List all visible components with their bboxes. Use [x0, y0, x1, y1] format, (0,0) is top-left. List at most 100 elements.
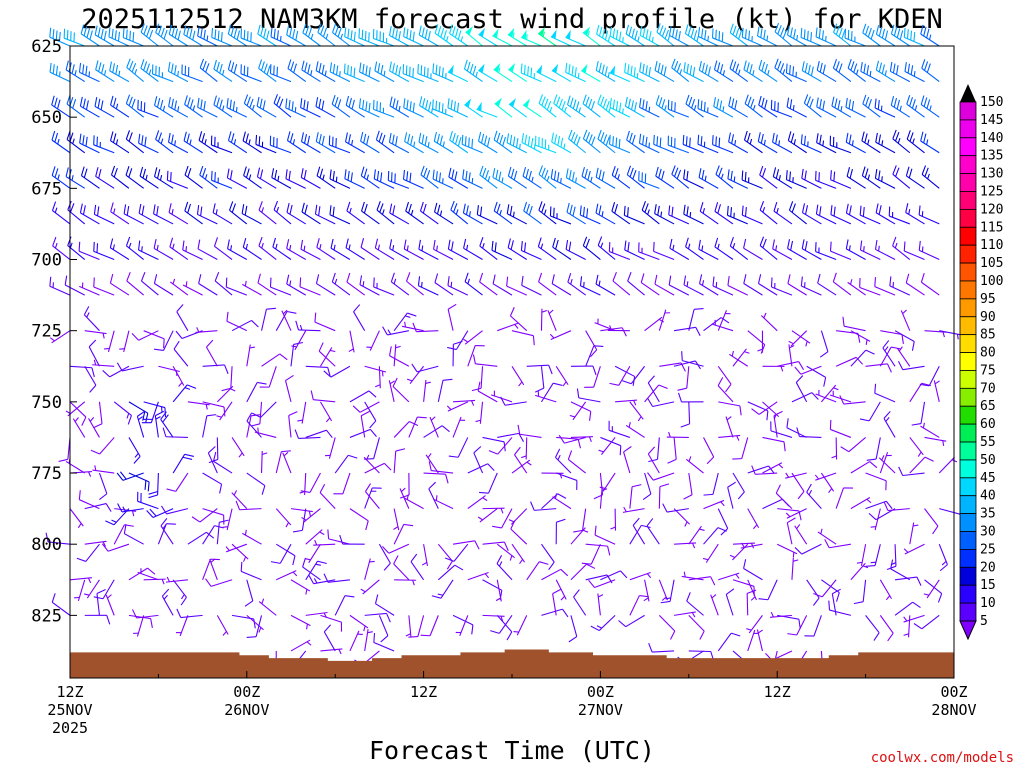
wind-barb: [850, 562, 869, 581]
wind-barb: [360, 410, 370, 438]
wind-barb: [534, 366, 545, 393]
wind-barb: [685, 94, 704, 118]
wind-barb: [541, 568, 569, 581]
wind-barb: [681, 351, 704, 367]
wind-barb: [231, 543, 249, 562]
wind-barb: [102, 365, 130, 378]
wind-barb: [313, 539, 336, 546]
wind-barb: [199, 58, 218, 83]
wind-barb: [305, 429, 333, 439]
wind-barb: [258, 201, 277, 225]
wind-barb: [375, 130, 395, 154]
wind-barb: [187, 531, 215, 545]
wind-barb: [300, 132, 321, 154]
colorbar-label: 70: [980, 381, 996, 396]
wind-barb: [671, 165, 690, 189]
wind-barb: [116, 362, 144, 372]
wind-barb: [772, 132, 793, 154]
wind-barb: [787, 615, 808, 636]
wind-barb: [511, 459, 532, 474]
wind-barb: [490, 615, 513, 634]
wind-barb: [582, 26, 601, 47]
wind-barb: [447, 276, 469, 296]
wind-barb: [909, 456, 934, 474]
wind-barb: [596, 24, 616, 47]
wind-barb: [51, 95, 71, 118]
wind-barb: [434, 202, 454, 225]
wind-barb: [302, 23, 321, 47]
wind-barb: [450, 200, 469, 225]
x-tick-label: 28NOV: [931, 701, 976, 719]
wind-barb: [904, 62, 925, 83]
wind-barb: [646, 518, 660, 545]
wind-barb: [198, 131, 218, 154]
wind-barb: [449, 130, 469, 154]
wind-barb: [892, 129, 911, 154]
wind-barb: [506, 276, 527, 296]
wind-barb: [894, 576, 922, 586]
wind-barb: [364, 487, 382, 509]
wind-barb: [346, 201, 365, 225]
colorbar-label: 30: [980, 525, 996, 540]
wind-barb: [609, 98, 631, 118]
wind-barb: [433, 131, 454, 154]
wind-barb: [632, 517, 646, 545]
wind-barb: [84, 614, 111, 625]
wind-barb: [688, 525, 705, 545]
colorbar-swatch: [959, 334, 977, 353]
wind-barb: [688, 614, 705, 640]
wind-barb: [165, 576, 188, 583]
wind-barb: [566, 202, 586, 225]
wind-barb: [551, 274, 572, 296]
wind-barb: [345, 95, 365, 118]
wind-barb: [212, 451, 233, 474]
wind-barb: [316, 166, 336, 189]
wind-barb: [526, 364, 553, 375]
wind-barb: [741, 205, 763, 225]
wind-barb: [161, 588, 174, 616]
wind-barb: [78, 62, 100, 83]
wind-barb: [511, 543, 526, 565]
wind-barb: [839, 395, 866, 405]
wind-barb: [903, 27, 925, 47]
wind-barb: [558, 434, 586, 444]
wind-barb: [597, 236, 616, 260]
wind-barb: [343, 63, 365, 83]
wind-barb: [275, 508, 292, 528]
wind-barb: [339, 534, 365, 545]
x-tick-label: 27NOV: [578, 701, 623, 719]
wind-barb: [372, 28, 395, 47]
wind-barb: [300, 239, 321, 261]
wind-barb: [662, 503, 689, 513]
wind-barb: [183, 131, 203, 154]
wind-barb: [109, 131, 130, 154]
wind-barb: [521, 437, 528, 460]
wind-barb: [93, 277, 115, 296]
wind-barb: [520, 63, 542, 83]
wind-barb: [521, 29, 542, 47]
wind-barb: [327, 529, 351, 545]
wind-barb: [166, 472, 189, 492]
y-tick-label: 750: [31, 393, 62, 413]
wind-barb: [510, 520, 528, 545]
wind-barb: [315, 61, 336, 83]
wind-barb: [537, 237, 557, 260]
colorbar-swatch: [959, 155, 977, 174]
wind-barb: [258, 598, 277, 616]
wind-barb: [671, 58, 690, 83]
wind-barb: [88, 339, 100, 367]
wind-barb: [493, 130, 513, 154]
wind-barb: [538, 165, 557, 189]
wind-barb: [305, 365, 331, 377]
wind-barb: [640, 273, 660, 296]
colorbar-swatch: [959, 423, 977, 443]
wind-barb: [132, 609, 159, 619]
wind-barb: [84, 330, 107, 339]
terrain-layer: [70, 649, 954, 678]
wind-barb: [290, 614, 311, 630]
wind-barb: [794, 365, 822, 375]
wind-barb: [123, 204, 144, 225]
wind-barb: [90, 437, 115, 455]
wind-barb: [788, 330, 808, 347]
wind-barb: [576, 388, 601, 403]
